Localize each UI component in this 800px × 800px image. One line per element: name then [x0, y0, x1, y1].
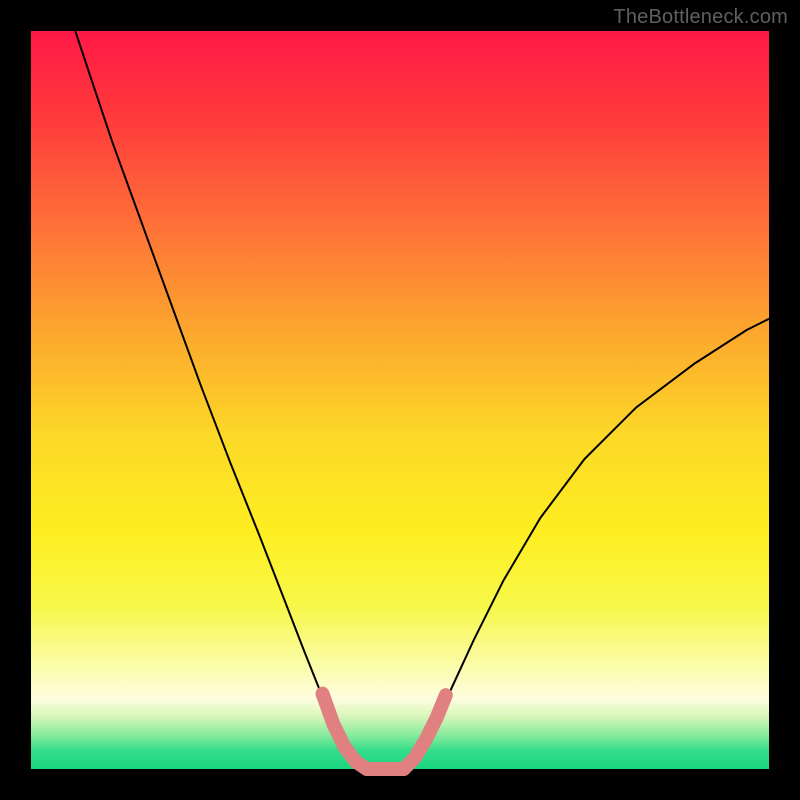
chart-svg: [0, 0, 800, 800]
chart-frame: TheBottleneck.com: [0, 0, 800, 800]
plot-background: [31, 31, 769, 769]
watermark-text: TheBottleneck.com: [613, 6, 788, 29]
